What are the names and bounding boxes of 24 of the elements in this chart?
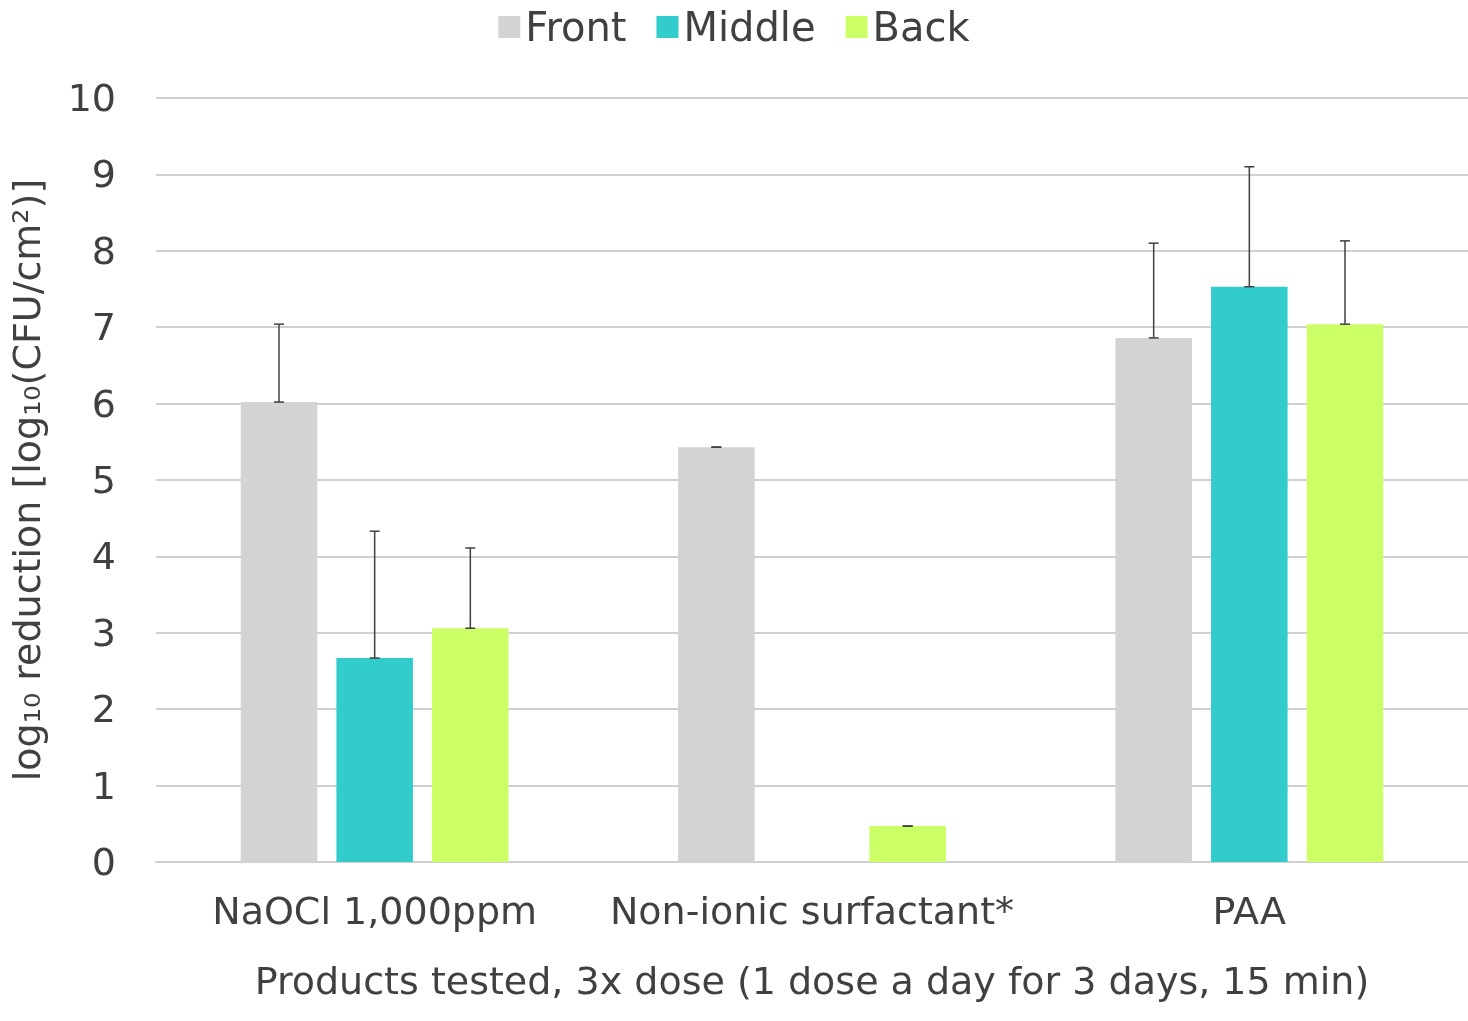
bar bbox=[1306, 324, 1384, 862]
y-axis-title: log₁₀ reduction [log₁₀(CFU/cm²)] bbox=[5, 178, 49, 782]
x-tick-label: PAA bbox=[1212, 889, 1287, 933]
x-tick-label: Non-ionic surfactant* bbox=[609, 889, 1015, 933]
y-tick-label: 5 bbox=[91, 458, 116, 502]
x-axis-title: Products tested, 3x dose (1 dose a day for 3 days, 15 min) bbox=[254, 959, 1370, 1003]
y-tick-label: 4 bbox=[91, 534, 116, 579]
bar bbox=[869, 826, 946, 862]
bar bbox=[336, 658, 413, 862]
y-tick-label: 2 bbox=[91, 687, 116, 732]
y-tick-label: 6 bbox=[91, 381, 116, 426]
bar bbox=[1211, 286, 1288, 862]
x-tick-label: NaOCl 1,000ppm bbox=[212, 889, 538, 933]
y-tick-label: 7 bbox=[91, 305, 116, 350]
y-tick-label: 8 bbox=[91, 228, 116, 273]
y-tick-label: 9 bbox=[91, 152, 116, 197]
y-tick-label: 3 bbox=[91, 610, 116, 655]
y-tick-label: 0 bbox=[91, 840, 116, 884]
bar bbox=[432, 628, 509, 862]
y-tick-label: 10 bbox=[67, 76, 116, 120]
legend-label: Back bbox=[872, 4, 971, 50]
legend-label: Middle bbox=[683, 4, 816, 50]
legend-label: Front bbox=[525, 4, 627, 50]
y-tick-label: 1 bbox=[91, 763, 116, 808]
